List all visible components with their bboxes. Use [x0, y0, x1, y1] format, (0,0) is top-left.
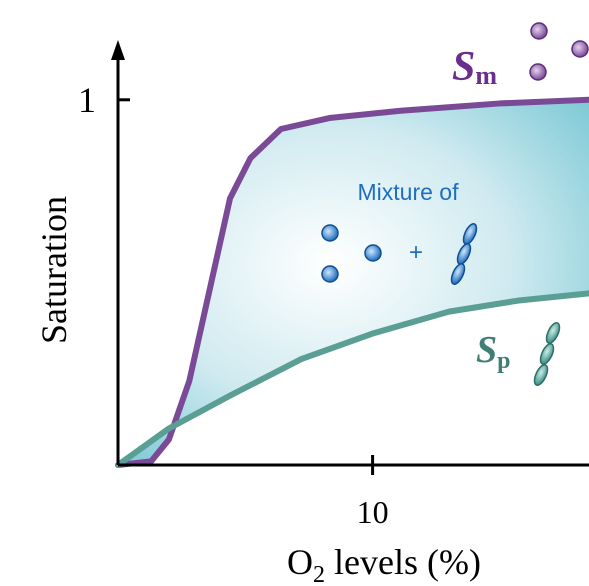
y-axis-arrow	[111, 40, 125, 60]
annotation: +	[409, 239, 423, 266]
annotation: Mixture of	[358, 179, 460, 205]
series-label-main: S	[452, 44, 475, 90]
chain-link	[533, 364, 549, 386]
series-label: Sm	[452, 44, 497, 90]
series-line	[115, 290, 589, 468]
dot	[530, 22, 548, 40]
x-axis-label-sub: 2	[313, 562, 325, 586]
polymer-icon	[533, 322, 561, 386]
series-label-sub: m	[475, 61, 497, 90]
series-label-sub: p	[497, 348, 510, 374]
x-axis-label-part: O	[287, 542, 313, 582]
chain-link	[450, 263, 466, 285]
dot	[364, 244, 382, 262]
x-axis-label: O2 levels (%)	[287, 542, 481, 586]
y-tick-label: 1	[78, 80, 96, 120]
monomer-icons	[529, 22, 589, 81]
series-label-main: S	[476, 329, 497, 371]
series-label: Sp	[476, 329, 511, 374]
y-axis-label: Saturation	[34, 196, 74, 344]
dot	[529, 63, 547, 81]
chain-link	[539, 343, 555, 365]
dot	[321, 265, 339, 283]
series-line	[115, 96, 589, 468]
dot	[571, 40, 589, 58]
x-axis-label-part: levels (%)	[325, 542, 481, 582]
chain-link	[545, 322, 561, 344]
line-layer	[115, 96, 589, 468]
x-tick-label: 10	[357, 494, 389, 530]
dot	[321, 224, 339, 242]
region-layer	[118, 99, 589, 466]
mixture-icons	[321, 223, 478, 285]
mixture-region	[118, 99, 589, 466]
